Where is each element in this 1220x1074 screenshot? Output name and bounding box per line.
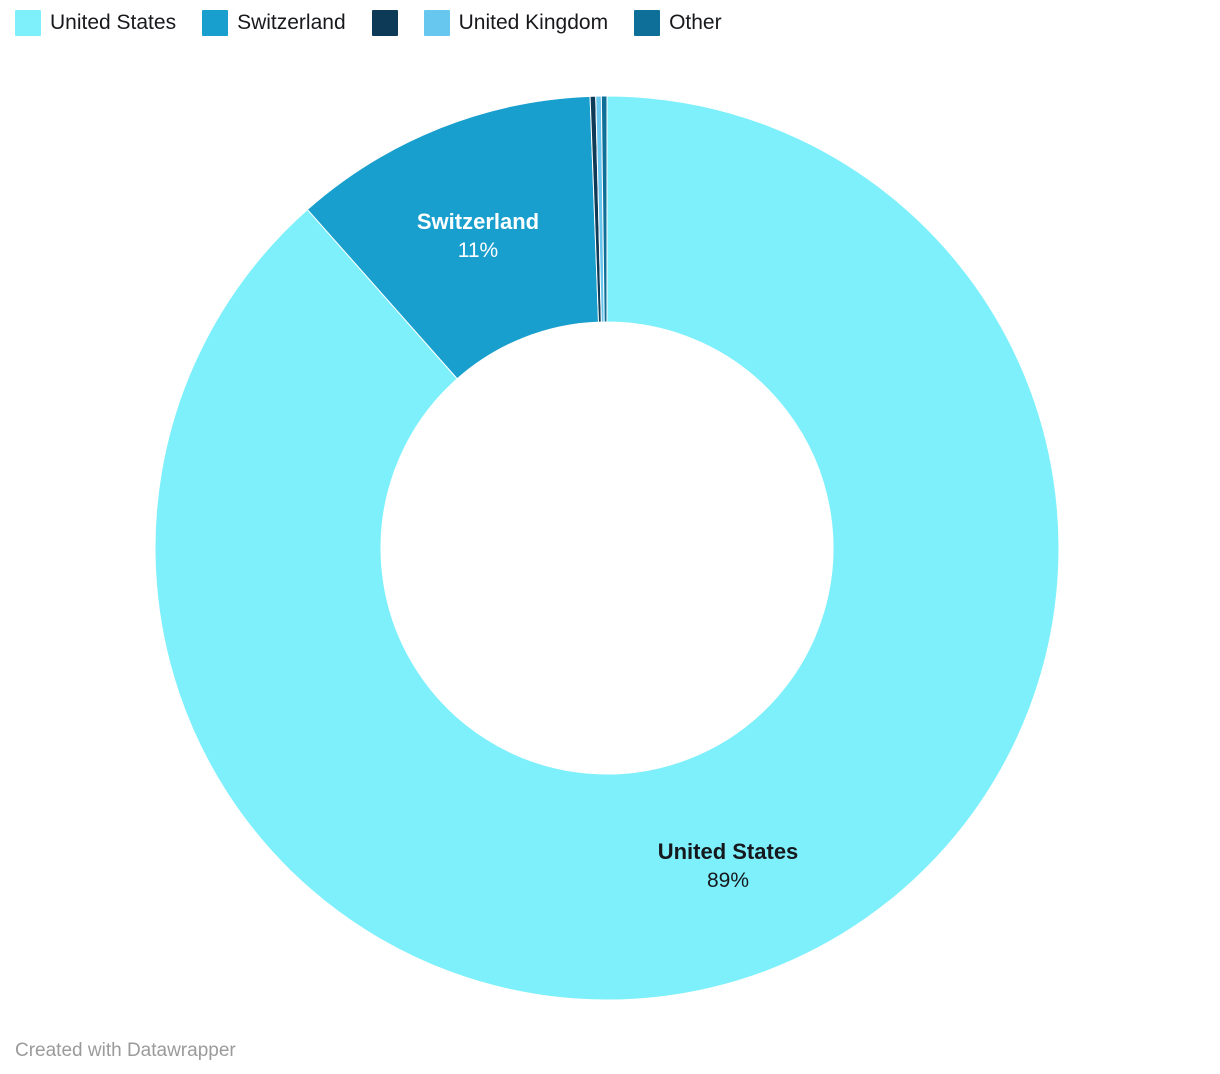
legend-swatch [423,10,450,36]
legend-swatch [371,10,398,36]
legend-label: Switzerland [237,11,346,34]
footer-credit: Created with Datawrapper [15,1040,236,1061]
legend-swatch [15,10,41,36]
legend-label: Other [669,11,722,34]
pie-slice-united-states[interactable] [154,95,1060,1001]
legend-swatch [634,10,661,36]
legend: United States Switzerland United Kingdom Ot… [15,10,722,36]
pie-slice-switzerland[interactable] [306,95,600,380]
legend-label: United Kingdom [458,11,609,34]
legend-item-united-states: United States [15,10,176,36]
legend-item-switzerland: Switzerland [202,10,346,36]
legend-label: United States [50,11,177,34]
legend-item-unlabeled [371,10,398,36]
pie-slice-other[interactable] [600,95,608,323]
legend-swatch [202,10,229,36]
legend-item-other: Other [634,10,722,36]
legend-item-united-kingdom: United Kingdom [423,10,609,36]
